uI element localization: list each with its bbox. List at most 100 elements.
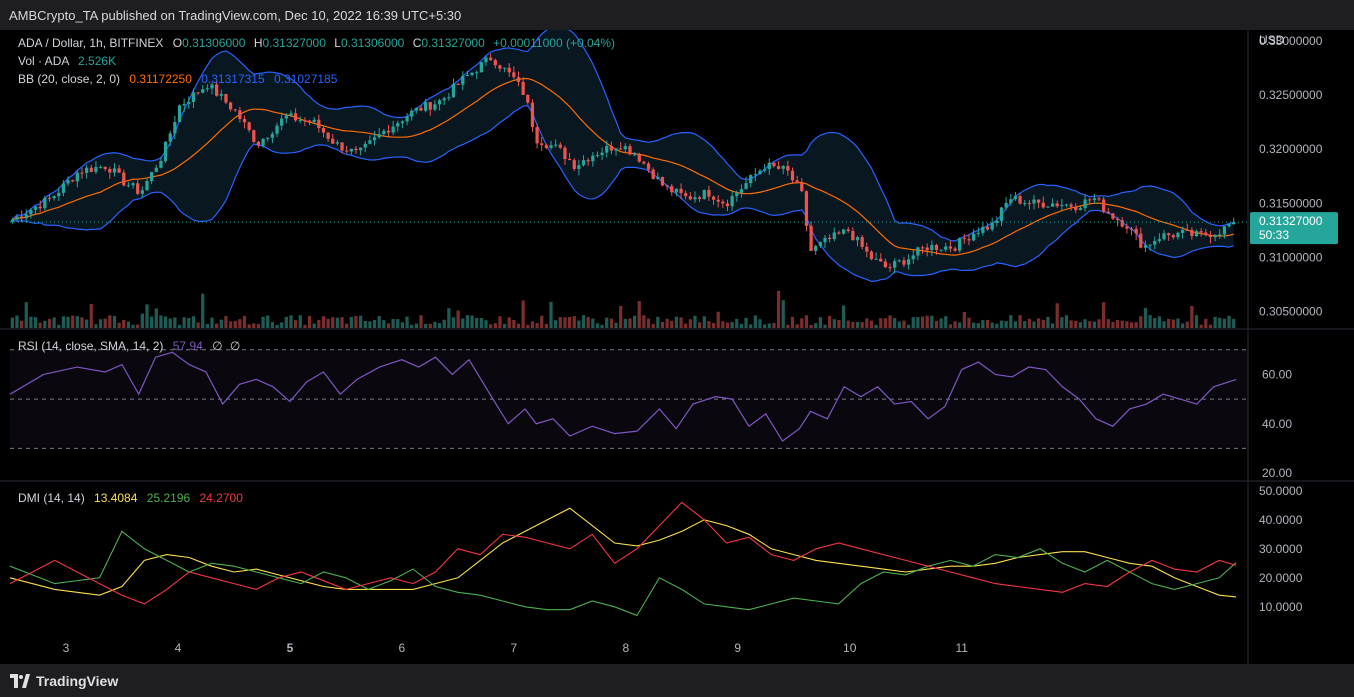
volume-bar[interactable] <box>1037 318 1041 328</box>
candle-body[interactable] <box>47 197 52 199</box>
volume-bar[interactable] <box>1018 315 1022 328</box>
volume-bar[interactable] <box>284 316 288 328</box>
volume-bar[interactable] <box>484 320 488 328</box>
volume-bar[interactable] <box>860 322 864 328</box>
volume-bar[interactable] <box>1083 319 1087 328</box>
volume-bar[interactable] <box>526 324 530 328</box>
candle-body[interactable] <box>215 84 219 96</box>
candle-body[interactable] <box>1041 202 1045 208</box>
candle-body[interactable] <box>303 120 307 122</box>
candle-body[interactable] <box>540 143 544 146</box>
volume-bar[interactable] <box>628 318 632 328</box>
volume-bar[interactable] <box>447 308 451 328</box>
candle-body[interactable] <box>995 220 999 224</box>
candle-body[interactable] <box>484 57 488 63</box>
candle-body[interactable] <box>61 183 66 193</box>
volume-bar[interactable] <box>33 317 38 328</box>
candle-body[interactable] <box>136 183 140 194</box>
candle-body[interactable] <box>131 183 135 186</box>
candle-body[interactable] <box>502 67 507 69</box>
volume-bar[interactable] <box>419 315 423 328</box>
volume-bar[interactable] <box>1218 317 1222 328</box>
volume-bar[interactable] <box>739 323 744 328</box>
volume-bar[interactable] <box>1162 321 1166 328</box>
candle-body[interactable] <box>577 165 581 169</box>
candle-body[interactable] <box>1106 211 1110 214</box>
volume-bar[interactable] <box>688 319 692 328</box>
volume-bar[interactable] <box>307 315 312 328</box>
candle-body[interactable] <box>916 247 920 256</box>
candle-body[interactable] <box>614 148 618 151</box>
candle-body[interactable] <box>572 160 576 169</box>
volume-bar[interactable] <box>558 317 562 328</box>
candle-body[interactable] <box>1139 233 1143 248</box>
candle-body[interactable] <box>800 182 804 192</box>
volume-bar[interactable] <box>358 315 363 328</box>
volume-bar[interactable] <box>776 290 781 328</box>
volume-bar[interactable] <box>902 320 906 328</box>
candle-body[interactable] <box>776 166 781 169</box>
candle-body[interactable] <box>140 190 144 194</box>
candle-body[interactable] <box>442 98 446 101</box>
volume-bar[interactable] <box>953 321 957 328</box>
volume-bar[interactable] <box>721 321 725 328</box>
volume-bar[interactable] <box>456 310 460 328</box>
volume-bar[interactable] <box>1064 315 1069 328</box>
volume-bar[interactable] <box>1153 318 1157 328</box>
candle-body[interactable] <box>549 145 553 149</box>
volume-bar[interactable] <box>958 322 962 328</box>
candle-body[interactable] <box>433 104 437 110</box>
candle-body[interactable] <box>312 119 316 122</box>
volume-bar[interactable] <box>1176 318 1180 328</box>
volume-bar[interactable] <box>623 318 627 328</box>
candle-body[interactable] <box>971 233 976 241</box>
candle-body[interactable] <box>586 160 590 162</box>
volume-bar[interactable] <box>790 316 795 328</box>
candle-body[interactable] <box>1185 229 1189 231</box>
volume-bar[interactable] <box>670 320 674 328</box>
rsi-line[interactable] <box>9 351 1237 442</box>
volume-bar[interactable] <box>939 318 943 328</box>
candle-body[interactable] <box>1023 203 1027 205</box>
candle-body[interactable] <box>1064 204 1069 206</box>
candle-body[interactable] <box>1092 198 1096 201</box>
volume-bar[interactable] <box>410 324 414 328</box>
candle-body[interactable] <box>795 180 799 183</box>
candle-body[interactable] <box>804 191 809 226</box>
candle-body[interactable] <box>1134 228 1138 234</box>
candle-body[interactable] <box>43 197 47 209</box>
volume-bar[interactable] <box>841 305 846 328</box>
candle-body[interactable] <box>716 199 720 202</box>
candle-body[interactable] <box>730 196 734 207</box>
candle-body[interactable] <box>1208 235 1213 238</box>
candle-body[interactable] <box>646 163 651 170</box>
volume-bar[interactable] <box>832 319 836 328</box>
volume-bar[interactable] <box>981 320 985 328</box>
candle-body[interactable] <box>865 246 869 252</box>
volume-bar[interactable] <box>1171 319 1175 328</box>
candle-body[interactable] <box>1222 226 1227 235</box>
volume-bar[interactable] <box>377 316 381 328</box>
candle-body[interactable] <box>944 246 948 250</box>
volume-bar[interactable] <box>233 320 237 328</box>
volume-bar[interactable] <box>428 323 432 328</box>
volume-bar[interactable] <box>1023 321 1027 328</box>
candle-body[interactable] <box>660 177 665 186</box>
volume-bar[interactable] <box>1125 321 1129 328</box>
candle-body[interactable] <box>428 102 432 110</box>
volume-bar[interactable] <box>883 318 888 328</box>
dmi-minus-di-line[interactable] <box>9 501 1237 605</box>
candle-body[interactable] <box>605 146 609 153</box>
volume-bar[interactable] <box>697 322 702 328</box>
candle-body[interactable] <box>489 57 493 61</box>
volume-bar[interactable] <box>874 324 878 328</box>
volume-bar[interactable] <box>182 317 186 328</box>
candle-body[interactable] <box>154 167 158 172</box>
candle-body[interactable] <box>985 226 990 230</box>
tradingview-logo[interactable]: TradingView <box>10 673 118 689</box>
volume-bar[interactable] <box>753 315 757 328</box>
candle-body[interactable] <box>289 113 293 116</box>
volume-bar[interactable] <box>345 323 349 328</box>
price-pane[interactable] <box>10 27 1248 328</box>
candle-body[interactable] <box>205 88 209 90</box>
